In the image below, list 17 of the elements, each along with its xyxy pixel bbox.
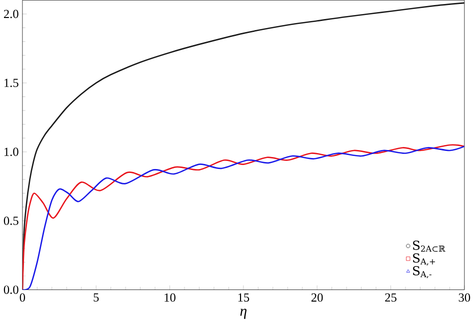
y-tick-label: 0.5 (4, 216, 18, 225)
x-axis-title: η (240, 308, 246, 319)
x-tick-label: 25 (385, 293, 396, 302)
legend-label: S$_{A,-}$ (413, 266, 432, 278)
y-tick-label: 2.0 (4, 10, 18, 18)
legend-label: S$_{A,+}$ (413, 253, 435, 266)
x-tick-label: 0 (20, 293, 26, 302)
legend-label: S$_{2A⊂ℝ}$ (413, 240, 446, 252)
y-tick-label: 1.0 (4, 148, 18, 156)
x-tick-label: 30 (458, 293, 470, 302)
line-series (22, 2, 464, 290)
y-tick-label: 0.0 (4, 285, 18, 294)
x-tick-label: 5 (94, 293, 99, 302)
y-tick-label: 1.5 (4, 78, 18, 87)
x-tick-label: 10 (164, 293, 176, 302)
x-tick-label: 20 (311, 293, 323, 302)
x-tick-label: 15 (238, 293, 250, 302)
